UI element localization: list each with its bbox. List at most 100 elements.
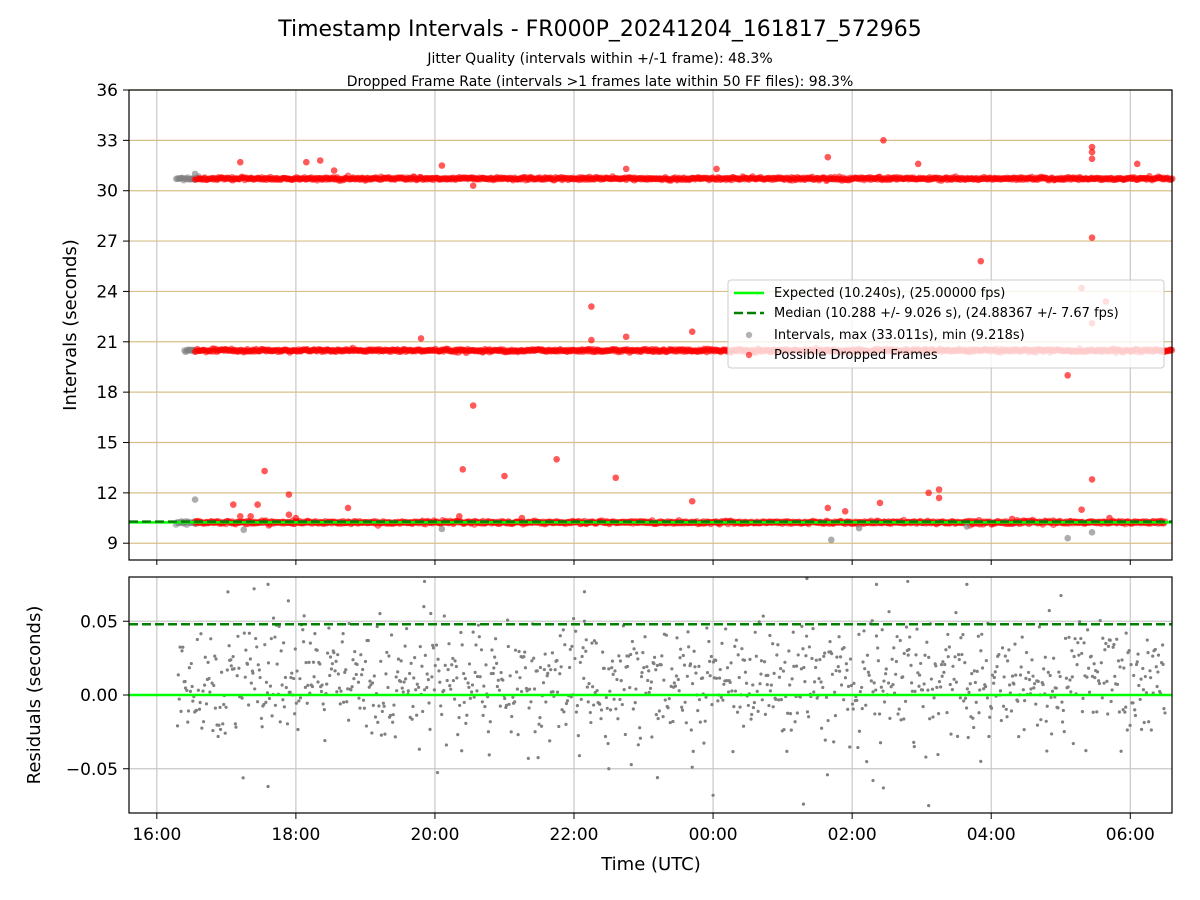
residual-point — [803, 680, 807, 684]
dropped-frame-point — [612, 474, 620, 482]
residual-point — [453, 659, 457, 663]
residual-point — [1156, 670, 1160, 674]
residual-point — [548, 739, 552, 743]
dropped-frame-point — [285, 511, 293, 518]
residual-point — [470, 683, 475, 687]
residual-point — [1123, 710, 1127, 714]
residual-point — [357, 696, 361, 700]
residual-point — [1002, 675, 1006, 679]
residual-point — [910, 689, 914, 693]
residual-point — [391, 713, 395, 717]
dropped-frame-point — [1088, 155, 1096, 163]
residual-point — [822, 654, 826, 658]
residual-point — [782, 727, 786, 732]
residual-point — [320, 683, 324, 687]
residual-point — [906, 579, 910, 584]
residual-point — [513, 648, 518, 652]
residual-point — [721, 698, 725, 702]
residual-point — [555, 690, 560, 694]
residual-point — [606, 741, 610, 746]
residual-point — [525, 689, 529, 693]
residual-point — [999, 718, 1003, 723]
residual-point — [929, 677, 933, 681]
residual-point — [231, 655, 235, 659]
residual-point — [285, 722, 290, 726]
residual-point — [263, 643, 267, 647]
residual-point — [805, 710, 810, 714]
residual-point — [972, 669, 976, 673]
residual-point — [467, 662, 472, 666]
residual-point — [741, 724, 746, 728]
residual-point — [1098, 619, 1102, 623]
residual-point — [271, 616, 276, 620]
residual-point — [394, 675, 398, 679]
residual-point — [649, 680, 653, 684]
residual-point — [191, 699, 195, 703]
residual-point — [245, 662, 250, 666]
residual-point — [857, 632, 861, 636]
dropped-frame-point — [1064, 372, 1071, 379]
residual-point — [618, 659, 623, 663]
residual-point — [1080, 709, 1085, 714]
residual-point — [294, 701, 298, 705]
residual-point — [347, 718, 351, 722]
residual-point — [752, 701, 756, 705]
residual-point — [876, 646, 880, 650]
residual-point — [1125, 728, 1129, 732]
residual-point — [542, 667, 546, 672]
residual-point — [1010, 674, 1015, 678]
residual-point — [1132, 673, 1136, 678]
residual-point — [731, 750, 735, 754]
residual-point — [515, 687, 520, 691]
residual-point — [611, 672, 615, 676]
residual-point — [948, 682, 952, 687]
residual-point — [564, 722, 568, 726]
residual-point — [568, 647, 572, 652]
residual-point — [789, 728, 793, 732]
residual-point — [1139, 677, 1143, 681]
residual-point — [843, 676, 848, 680]
residual-point — [325, 682, 329, 686]
residual-point — [462, 700, 466, 705]
residual-point — [353, 650, 357, 654]
residual-point — [842, 646, 846, 650]
residual-point — [328, 655, 333, 659]
residual-point — [255, 645, 259, 649]
residual-point — [579, 697, 583, 701]
residual-point — [737, 675, 741, 680]
residual-point — [698, 720, 702, 724]
residual-point — [881, 786, 886, 790]
residual-point — [675, 636, 679, 640]
residual-point — [322, 708, 326, 712]
residual-point — [338, 702, 342, 706]
residual-point — [202, 683, 207, 687]
residual-point — [347, 621, 351, 626]
residual-point — [286, 599, 290, 603]
residual-point — [604, 695, 608, 700]
residual-point — [563, 643, 567, 647]
residual-point — [345, 700, 349, 704]
residual-point — [352, 677, 356, 681]
residual-point — [720, 641, 724, 645]
residual-point — [260, 725, 264, 729]
residual-point — [550, 651, 555, 655]
residual-point — [391, 720, 395, 724]
legend-median-label: Median (10.288 +/- 9.026 s), (24.88367 +… — [774, 306, 1119, 321]
residual-reference-lines — [129, 622, 1172, 697]
residual-point — [1016, 699, 1020, 703]
residual-point — [945, 710, 949, 715]
residual-point — [807, 645, 812, 649]
residual-point — [1101, 636, 1105, 640]
residual-point — [438, 680, 442, 684]
residual-point — [1031, 674, 1035, 678]
residual-point — [992, 675, 996, 680]
residual-point — [1009, 709, 1014, 713]
residual-point — [195, 637, 199, 642]
interval-point — [240, 526, 248, 534]
residual-point — [208, 690, 212, 694]
residual-point — [405, 626, 409, 631]
dropped-frame-point — [518, 514, 526, 522]
residual-point — [381, 701, 385, 705]
dropped-frame-point — [935, 486, 943, 493]
residual-point — [897, 707, 901, 711]
